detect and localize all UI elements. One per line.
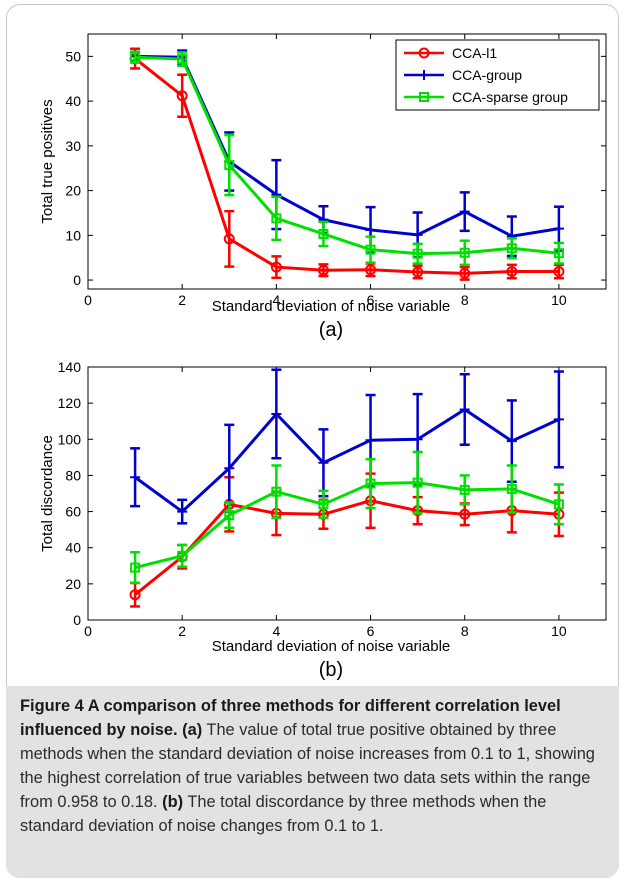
data-point: [365, 264, 377, 276]
data-point: [177, 54, 188, 65]
y-tick-label: 0: [73, 612, 81, 628]
data-point: [130, 562, 141, 573]
data-point: [224, 160, 235, 171]
data-point: [459, 484, 470, 495]
data-point: [553, 248, 564, 259]
data-point: [365, 224, 376, 235]
data-point: [553, 414, 564, 425]
x-axis-label: Standard deviation of noise variable: [212, 298, 451, 315]
series-line: [135, 55, 560, 256]
data-point: [506, 266, 518, 278]
x-tick-label: 10: [551, 623, 567, 639]
x-tick-label: 2: [178, 623, 186, 639]
y-tick-label: 0: [73, 272, 81, 288]
data-point: [177, 550, 188, 561]
data-point: [459, 247, 470, 258]
data-point: [271, 213, 282, 224]
legend-label: CCA-sparse group: [452, 89, 568, 105]
y-tick-label: 30: [65, 138, 81, 154]
caption-text-a: The value of total true positive obtaine…: [20, 721, 595, 811]
data-point: [506, 483, 517, 494]
y-tick-label: 10: [65, 227, 81, 243]
data-point: [459, 267, 471, 279]
caption-tag-b: (b): [162, 793, 184, 811]
caption-text-b: The total discordance by three methods w…: [20, 793, 547, 835]
legend-label: CCA-l1: [452, 45, 497, 61]
legend-marker: [419, 92, 429, 102]
data-point: [177, 506, 188, 517]
data-point: [553, 223, 564, 234]
figure-caption: Figure 4 A comparison of three methods f…: [6, 686, 619, 878]
y-tick-label: 140: [58, 359, 82, 375]
caption-title: Figure 4 A comparison of three methods f…: [20, 697, 561, 739]
data-point: [129, 589, 141, 601]
data-point: [223, 233, 235, 245]
y-tick-label: 60: [65, 504, 81, 520]
data-point: [412, 266, 424, 278]
series-line: [134, 407, 560, 514]
data-point: [365, 435, 376, 446]
data-point: [224, 510, 235, 521]
data-point: [459, 404, 470, 415]
data-point: [412, 434, 423, 445]
data-point: [176, 90, 188, 102]
y-tick-label: 100: [58, 431, 82, 447]
y-tick-label: 20: [65, 576, 81, 592]
data-point: [365, 244, 376, 255]
data-point: [365, 478, 376, 489]
y-tick-label: 120: [58, 395, 82, 411]
data-point: [318, 457, 329, 468]
panel-label: (a): [319, 319, 343, 341]
data-point: [318, 228, 329, 239]
data-point: [506, 243, 517, 254]
x-tick-label: 0: [84, 623, 92, 639]
x-tick-label: 8: [461, 292, 469, 308]
panel-label: (b): [319, 659, 343, 681]
x-tick-label: 10: [551, 292, 567, 308]
y-axis-label: Total true positives: [39, 99, 56, 223]
data-point: [130, 52, 141, 63]
data-point: [506, 436, 517, 447]
data-point: [224, 463, 235, 474]
y-axis-label: Total discordance: [39, 435, 56, 552]
y-tick-label: 40: [65, 540, 81, 556]
legend-label: CCA-group: [452, 67, 522, 83]
data-point: [459, 508, 471, 520]
legend-marker: [418, 47, 430, 59]
data-point: [271, 486, 282, 497]
x-tick-label: 2: [178, 292, 186, 308]
data-point: [271, 408, 282, 419]
x-tick-label: 8: [461, 623, 469, 639]
data-point: [459, 206, 470, 217]
data-point: [412, 248, 423, 259]
data-point: [130, 472, 141, 483]
data-point: [317, 264, 329, 276]
x-axis-label: Standard deviation of noise variable: [212, 638, 451, 655]
y-tick-label: 80: [65, 467, 81, 483]
y-tick-label: 20: [65, 183, 81, 199]
x-tick-label: 0: [84, 292, 92, 308]
y-tick-label: 50: [65, 48, 81, 64]
data-point: [270, 261, 282, 273]
data-point: [318, 499, 329, 510]
x-tick-label: 6: [367, 292, 375, 308]
legend-marker: [419, 70, 429, 80]
series-line: [134, 57, 559, 275]
series-line: [134, 499, 560, 596]
x-tick-label: 4: [272, 623, 280, 639]
panel-a-chart: 0 2 4 6 8 10 0 10 20 30 40 50 Standard deviation of …: [39, 33, 607, 341]
data-point: [553, 499, 564, 510]
x-tick-label: 4: [272, 292, 280, 308]
data-point: [412, 229, 423, 240]
y-tick-label: 40: [65, 93, 81, 109]
caption-tag-a: (a): [182, 721, 203, 739]
data-point: [553, 266, 565, 278]
data-point: [412, 477, 423, 488]
series-line: [134, 481, 560, 570]
x-tick-label: 6: [367, 623, 375, 639]
